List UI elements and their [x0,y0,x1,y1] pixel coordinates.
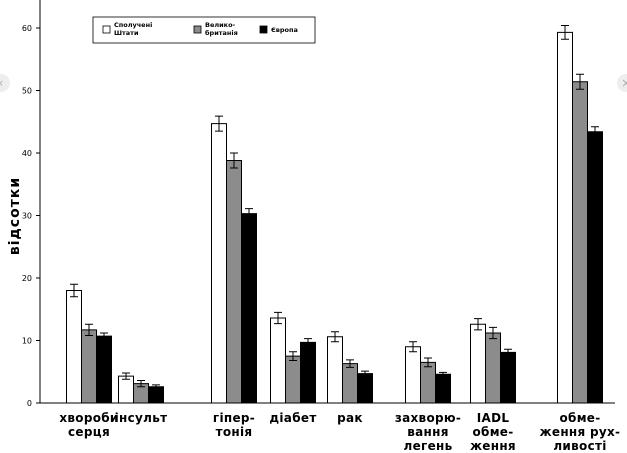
legend-box [92,16,316,44]
category-label: тонія [216,425,253,439]
bar-0-3 [270,317,286,404]
close-icon[interactable]: × [617,74,627,92]
y-tick-label: 10 [22,337,32,346]
bar-2-1 [148,386,164,404]
category-label: вання [407,425,448,439]
y-tick-label: 20 [22,274,32,283]
bar-2-7 [587,131,603,404]
category-label: легень [403,439,452,453]
legend-label: Сполучені [114,21,152,29]
category-label: захворю- [395,411,461,425]
legend-swatch-1 [193,25,202,34]
previous-arrow-icon[interactable]: ‹ [0,74,10,92]
bar-1-5 [420,361,436,404]
category-label: IADL [477,411,510,425]
bar-0-2 [211,123,227,404]
legend-swatch-0 [102,25,111,34]
category-label: серця [68,425,110,439]
y-tick-label: 50 [22,87,32,96]
bar-1-0 [81,329,97,404]
y-tick-label: 40 [22,149,32,158]
category-label: обме- [559,411,600,425]
bar-0-0 [66,290,82,404]
category-label: обме- [472,425,513,439]
category-label: ження рух- [540,425,621,439]
category-label: ливості [553,439,606,453]
category-label: ження [470,439,516,453]
bar-2-5 [435,373,451,404]
bar-0-4 [327,336,343,404]
bar-1-6 [485,332,501,404]
bar-2-3 [300,341,316,404]
bar-0-7 [557,31,573,404]
bar-2-2 [241,213,257,404]
category-label: діабет [269,411,316,425]
y-tick-label: 0 [27,399,32,408]
bar-1-3 [285,355,301,404]
legend-label: Штати [114,29,139,37]
y-axis-label: відсотки [7,177,23,255]
legend-label: Європа [271,26,298,34]
category-label: інсульт [115,411,168,425]
legend-label: британія [205,29,238,37]
bar-2-4 [357,373,373,404]
bar-0-5 [405,346,421,404]
category-label: гіпер- [213,411,255,425]
legend-label: Велико- [205,21,236,29]
y-tick-label: 30 [22,212,32,221]
category-label: хвороби [59,411,118,425]
bar-1-4 [342,363,358,404]
y-tick-label: 60 [22,24,32,33]
category-label: рак [337,411,363,425]
legend-swatch-2 [259,25,268,34]
bar-1-2 [226,160,242,404]
bar-2-0 [96,335,112,404]
bar-0-6 [470,323,486,404]
bar-0-1 [118,375,134,404]
bar-2-6 [500,351,516,404]
bar-1-7 [572,81,588,404]
